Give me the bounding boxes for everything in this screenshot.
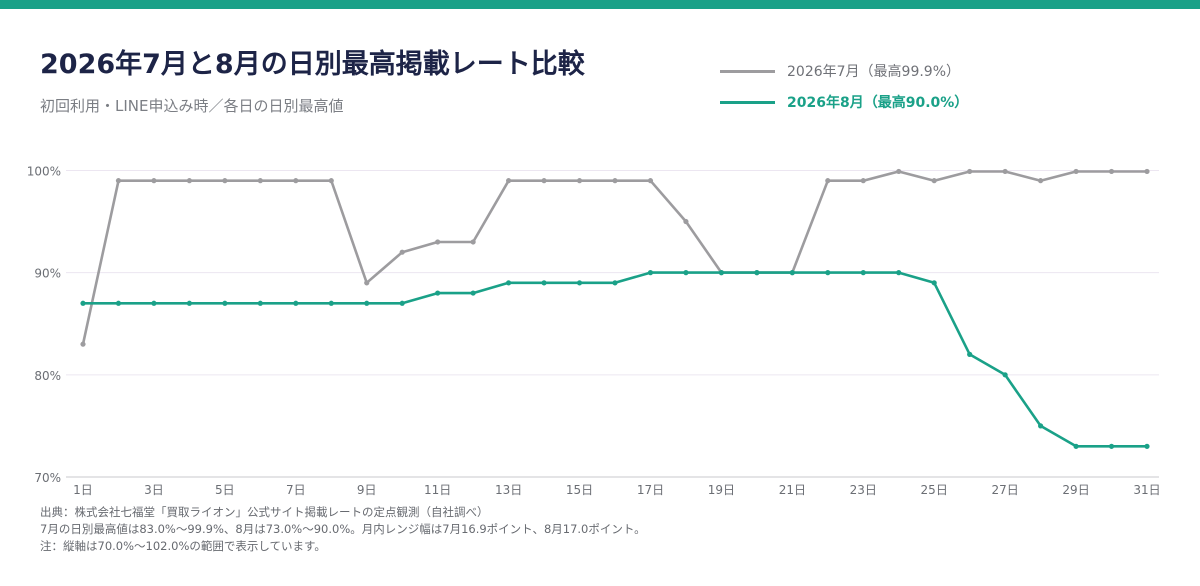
data-point-august bbox=[860, 270, 866, 276]
data-point-july bbox=[364, 280, 370, 286]
data-point-july bbox=[1073, 168, 1079, 175]
data-point-august bbox=[80, 300, 86, 306]
axis-note: 注：縦軸は70.0%〜102.0%の範囲で表示しています。 bbox=[40, 539, 326, 553]
data-point-july bbox=[399, 249, 405, 255]
data-point-august bbox=[1002, 372, 1008, 378]
data-point-august bbox=[789, 270, 795, 276]
chart-subtitle: 初回利用・LINE申込み時／各日の日別最高値 bbox=[40, 97, 344, 115]
series-line-july bbox=[81, 170, 1149, 346]
x-tick-label: 27日 bbox=[991, 483, 1018, 497]
x-tick-label: 17日 bbox=[637, 483, 664, 497]
x-tick-label: 23日 bbox=[850, 483, 877, 497]
data-point-july bbox=[222, 178, 228, 184]
legend-label-july: 2026年7月（最高99.9%） bbox=[787, 64, 961, 80]
data-point-august bbox=[1073, 443, 1079, 449]
data-point-july bbox=[541, 178, 547, 184]
series-line-august bbox=[81, 271, 1149, 448]
data-point-august bbox=[1038, 423, 1044, 429]
x-tick-label: 31日 bbox=[1133, 483, 1160, 497]
x-tick-label: 5日 bbox=[215, 483, 235, 497]
line-chart: 100% 90% 80% 70% 1日 3日 5日 7日 9日 11日 13日 15日 17日 19日 21… bbox=[27, 164, 1161, 497]
data-point-august bbox=[931, 280, 937, 286]
legend-item-august: 2026年8月（最高90.0%） bbox=[720, 92, 968, 112]
y-tick-label: 70% bbox=[34, 471, 61, 485]
data-point-august bbox=[115, 300, 122, 306]
data-point-july bbox=[647, 178, 654, 184]
legend-label-august: 2026年8月（最高90.0%） bbox=[787, 95, 969, 111]
x-tick-label: 9日 bbox=[357, 483, 377, 497]
x-tick-label: 29日 bbox=[1062, 483, 1089, 497]
data-point-august bbox=[364, 300, 370, 306]
x-tick-label: 25日 bbox=[921, 483, 948, 497]
data-point-july bbox=[1108, 168, 1115, 175]
data-point-august bbox=[1108, 443, 1115, 449]
data-point-july bbox=[931, 178, 937, 184]
data-point-july bbox=[328, 178, 334, 184]
data-point-august bbox=[1144, 443, 1150, 449]
data-point-august bbox=[222, 300, 228, 306]
chart-title: 2026年7月と8月の日別最高掲載レート比較 bbox=[40, 49, 585, 80]
data-point-august bbox=[754, 270, 760, 276]
source-note: 出典：株式会社七福堂「買取ライオン」公式サイト掲載レートの定点観測（自社調べ） bbox=[40, 505, 489, 519]
data-point-august bbox=[328, 300, 334, 306]
top-accent-bar bbox=[0, 0, 1200, 9]
x-tick-label: 13日 bbox=[495, 483, 522, 497]
x-tick-label: 7日 bbox=[286, 483, 306, 497]
data-point-july bbox=[576, 178, 583, 184]
data-point-july bbox=[506, 178, 512, 184]
data-point-july bbox=[683, 218, 689, 225]
data-point-august bbox=[541, 280, 547, 286]
data-point-july bbox=[470, 239, 476, 245]
range-note: 7月の日別最高値は83.0%〜99.9%、8月は73.0%〜90.0%。月内レン… bbox=[40, 522, 646, 536]
data-point-august bbox=[151, 300, 157, 306]
data-point-july bbox=[435, 239, 441, 245]
legend-swatch-august bbox=[720, 100, 775, 104]
data-point-july bbox=[151, 178, 157, 184]
data-point-july bbox=[825, 178, 831, 184]
chart-notes: 出典：株式会社七福堂「買取ライオン」公式サイト掲載レートの定点観測（自社調べ） … bbox=[40, 504, 646, 555]
data-point-july bbox=[293, 178, 299, 184]
data-point-august bbox=[506, 280, 512, 286]
data-point-july bbox=[860, 178, 866, 184]
data-point-july bbox=[115, 178, 122, 184]
data-point-august bbox=[967, 351, 973, 357]
data-point-july bbox=[1038, 178, 1044, 184]
y-tick-label: 100% bbox=[27, 164, 61, 178]
data-point-july bbox=[1144, 168, 1150, 175]
x-tick-label: 21日 bbox=[779, 483, 806, 497]
data-point-august bbox=[293, 300, 299, 306]
y-tick-label: 90% bbox=[34, 267, 61, 281]
x-tick-label: 1日 bbox=[73, 483, 93, 497]
data-point-august bbox=[683, 270, 689, 276]
data-point-july bbox=[257, 178, 263, 184]
x-tick-label: 19日 bbox=[708, 483, 735, 497]
data-point-august bbox=[399, 300, 405, 306]
legend-item-july: 2026年7月（最高99.9%） bbox=[720, 61, 960, 81]
legend-swatch-july bbox=[720, 69, 775, 73]
data-point-july bbox=[186, 178, 192, 184]
x-tick-label: 11日 bbox=[424, 483, 451, 497]
data-point-august bbox=[186, 300, 192, 306]
data-point-august bbox=[576, 280, 583, 286]
x-tick-label: 3日 bbox=[144, 483, 164, 497]
data-point-august bbox=[825, 270, 831, 276]
data-point-july bbox=[967, 168, 973, 175]
data-point-july bbox=[1002, 168, 1008, 175]
data-point-august bbox=[896, 270, 902, 276]
y-tick-label: 80% bbox=[34, 369, 61, 383]
x-tick-label: 15日 bbox=[566, 483, 593, 497]
data-point-july bbox=[80, 341, 86, 347]
data-point-july bbox=[896, 168, 902, 175]
data-point-july bbox=[612, 178, 618, 184]
data-point-august bbox=[718, 270, 725, 276]
data-point-august bbox=[647, 270, 654, 276]
data-point-august bbox=[435, 290, 441, 296]
data-point-august bbox=[470, 290, 476, 296]
data-point-august bbox=[257, 300, 263, 306]
data-point-august bbox=[612, 280, 618, 286]
